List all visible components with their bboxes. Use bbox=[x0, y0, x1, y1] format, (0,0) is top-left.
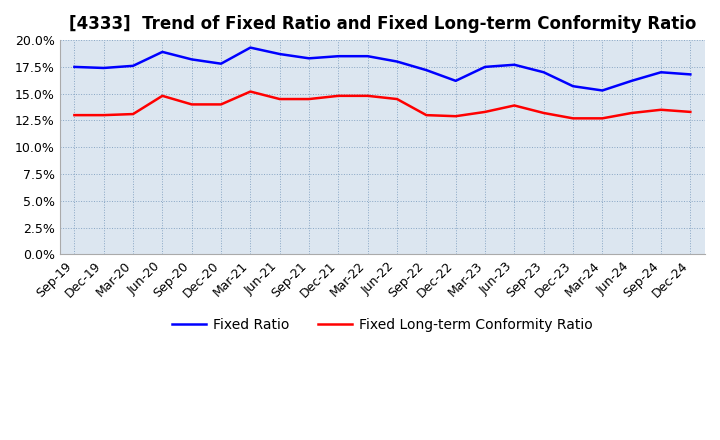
Fixed Ratio bbox=[70, 64, 78, 70]
Fixed Long-term Conformity Ratio bbox=[305, 96, 313, 102]
Fixed Long-term Conformity Ratio bbox=[510, 103, 518, 108]
Fixed Long-term Conformity Ratio bbox=[451, 114, 460, 119]
Fixed Long-term Conformity Ratio bbox=[364, 93, 372, 99]
Fixed Ratio bbox=[422, 67, 431, 73]
Fixed Ratio bbox=[246, 45, 255, 50]
Fixed Long-term Conformity Ratio bbox=[481, 109, 490, 114]
Fixed Long-term Conformity Ratio bbox=[70, 113, 78, 118]
Fixed Ratio bbox=[627, 78, 636, 84]
Fixed Ratio bbox=[481, 64, 490, 70]
Fixed Long-term Conformity Ratio bbox=[275, 96, 284, 102]
Fixed Ratio bbox=[686, 72, 695, 77]
Legend: Fixed Ratio, Fixed Long-term Conformity Ratio: Fixed Ratio, Fixed Long-term Conformity … bbox=[166, 312, 598, 337]
Fixed Ratio bbox=[217, 61, 225, 66]
Fixed Long-term Conformity Ratio bbox=[129, 111, 138, 117]
Fixed Long-term Conformity Ratio bbox=[569, 116, 577, 121]
Fixed Long-term Conformity Ratio bbox=[657, 107, 665, 112]
Fixed Long-term Conformity Ratio bbox=[598, 116, 607, 121]
Fixed Long-term Conformity Ratio bbox=[392, 96, 401, 102]
Fixed Long-term Conformity Ratio bbox=[686, 109, 695, 114]
Fixed Long-term Conformity Ratio bbox=[539, 110, 548, 116]
Fixed Ratio bbox=[129, 63, 138, 69]
Fixed Ratio bbox=[392, 59, 401, 64]
Fixed Ratio bbox=[275, 51, 284, 57]
Fixed Ratio bbox=[657, 70, 665, 75]
Fixed Long-term Conformity Ratio bbox=[627, 110, 636, 116]
Fixed Ratio bbox=[305, 56, 313, 61]
Fixed Ratio bbox=[539, 70, 548, 75]
Fixed Ratio bbox=[451, 78, 460, 84]
Fixed Long-term Conformity Ratio bbox=[246, 89, 255, 94]
Fixed Ratio bbox=[158, 49, 167, 55]
Line: Fixed Long-term Conformity Ratio: Fixed Long-term Conformity Ratio bbox=[74, 92, 690, 118]
Fixed Long-term Conformity Ratio bbox=[99, 113, 108, 118]
Fixed Ratio bbox=[334, 54, 343, 59]
Title: [4333]  Trend of Fixed Ratio and Fixed Long-term Conformity Ratio: [4333] Trend of Fixed Ratio and Fixed Lo… bbox=[68, 15, 696, 33]
Line: Fixed Ratio: Fixed Ratio bbox=[74, 48, 690, 91]
Fixed Ratio bbox=[510, 62, 518, 67]
Fixed Long-term Conformity Ratio bbox=[187, 102, 196, 107]
Fixed Long-term Conformity Ratio bbox=[422, 113, 431, 118]
Fixed Ratio bbox=[364, 54, 372, 59]
Fixed Ratio bbox=[99, 65, 108, 70]
Fixed Long-term Conformity Ratio bbox=[158, 93, 167, 99]
Fixed Ratio bbox=[598, 88, 607, 93]
Fixed Ratio bbox=[569, 84, 577, 89]
Fixed Long-term Conformity Ratio bbox=[217, 102, 225, 107]
Fixed Ratio bbox=[187, 57, 196, 62]
Fixed Long-term Conformity Ratio bbox=[334, 93, 343, 99]
